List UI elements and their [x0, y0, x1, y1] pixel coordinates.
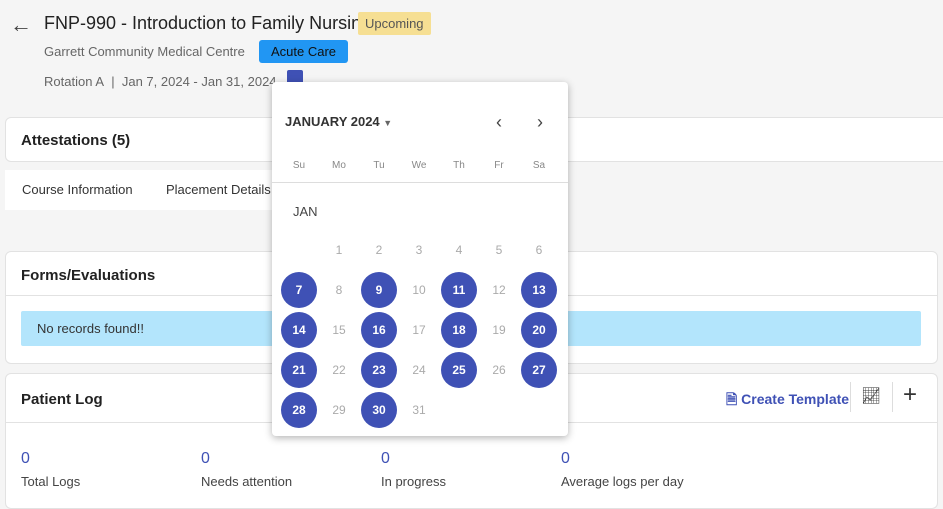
- day[interactable]: 26: [492, 363, 506, 377]
- add-icon[interactable]: +: [903, 381, 918, 408]
- day[interactable]: 10: [412, 283, 426, 297]
- status-badge: Upcoming: [358, 12, 431, 35]
- weekday-label: Tu: [373, 160, 385, 171]
- day-grid: 1 2 3 4 5 6 7 8 9 10 11 12 13 14 15 16 17 18 19 20 21 22 23 24 2…: [279, 230, 559, 430]
- tab-course-information[interactable]: Course Information: [22, 182, 133, 197]
- day[interactable]: 6: [535, 243, 543, 257]
- weekday-label: Fr: [494, 160, 504, 171]
- weekday-label: Th: [453, 160, 465, 171]
- rotation-dates: Jan 7, 2024 - Jan 31, 2024: [121, 74, 277, 89]
- day-selected[interactable]: 11: [439, 270, 479, 310]
- month-section-label: JAN: [293, 204, 318, 219]
- day-selected[interactable]: 25: [439, 350, 479, 390]
- back-arrow-icon[interactable]: ←: [10, 12, 32, 37]
- day[interactable]: 22: [332, 363, 346, 377]
- stat-label: Total Logs: [21, 474, 81, 489]
- tab-placement-details[interactable]: Placement Details: [166, 182, 271, 197]
- day-selected[interactable]: 27: [519, 350, 559, 390]
- day[interactable]: 1: [335, 243, 343, 257]
- create-template-label: Create Template: [741, 391, 850, 407]
- rotation-name: Rotation A: [44, 74, 104, 89]
- stat-total-logs: 0 Total Logs: [21, 450, 80, 489]
- attestations-title: Attestations (5): [21, 132, 131, 149]
- stat-needs-attention: 0 Needs attention: [201, 450, 292, 489]
- weekday-label: Su: [292, 160, 306, 171]
- page-title: FNP-990 - Introduction to Family Nursing: [44, 13, 372, 33]
- stat-value: 0: [561, 450, 570, 467]
- month-year-selector[interactable]: JANUARY 2024 ▼: [285, 114, 392, 129]
- day[interactable]: 12: [492, 283, 506, 297]
- patient-log-title: Patient Log: [21, 391, 103, 408]
- dropdown-caret-icon: ▼: [383, 118, 393, 128]
- day-selected[interactable]: 21: [279, 350, 319, 390]
- day-selected[interactable]: 30: [359, 390, 399, 430]
- stat-value: 0: [201, 450, 210, 467]
- day-selected[interactable]: 16: [359, 310, 399, 350]
- site-name: Garrett Community Medical Centre: [44, 44, 245, 59]
- day-selected[interactable]: 9: [359, 270, 399, 310]
- separator: |: [111, 74, 115, 89]
- day-selected[interactable]: 14: [279, 310, 319, 350]
- calendar-icon[interactable]: [287, 70, 303, 84]
- chart-icon[interactable]: 📈︎: [861, 388, 882, 405]
- empty-cell: [279, 230, 319, 270]
- day[interactable]: 2: [375, 243, 383, 257]
- unit-badge: Acute Care: [259, 40, 349, 63]
- day[interactable]: 8: [335, 283, 343, 297]
- day-selected[interactable]: 7: [279, 270, 319, 310]
- day[interactable]: 17: [412, 323, 426, 337]
- weekday-label: We: [411, 160, 427, 171]
- stat-in-progress: 0 In progress: [381, 450, 446, 489]
- day-selected[interactable]: 18: [439, 310, 479, 350]
- day-selected[interactable]: 20: [519, 310, 559, 350]
- day[interactable]: 15: [332, 323, 346, 337]
- forms-title: Forms/Evaluations: [21, 267, 156, 284]
- day-selected[interactable]: 13: [519, 270, 559, 310]
- stat-label: Needs attention: [201, 474, 293, 489]
- stat-value: 0: [21, 450, 30, 467]
- document-icon: 🗎: [726, 391, 738, 407]
- stat-label: In progress: [381, 474, 447, 489]
- tab-bar: Course Information Placement Details: [5, 170, 305, 210]
- create-template-button[interactable]: 🗎 Create Template: [726, 389, 849, 413]
- stat-average-logs: 0 Average logs per day: [561, 450, 684, 489]
- day[interactable]: 24: [412, 363, 426, 377]
- day[interactable]: 3: [415, 243, 423, 257]
- weekday-label: Sa: [532, 160, 546, 171]
- stat-label: Average logs per day: [561, 474, 684, 489]
- day[interactable]: 4: [455, 243, 463, 257]
- day[interactable]: 19: [492, 323, 506, 337]
- day[interactable]: 29: [332, 403, 346, 417]
- day-selected[interactable]: 23: [359, 350, 399, 390]
- weekday-label: Mo: [332, 160, 346, 171]
- rotation-info: Rotation A | Jan 7, 2024 - Jan 31, 2024: [44, 74, 277, 89]
- day[interactable]: 5: [495, 243, 503, 257]
- day-selected[interactable]: 28: [279, 390, 319, 430]
- month-label: JANUARY 2024: [285, 114, 380, 129]
- next-month-button[interactable]: ›: [537, 112, 543, 132]
- day[interactable]: 31: [412, 403, 426, 417]
- previous-month-button[interactable]: ‹: [496, 112, 502, 132]
- stat-value: 0: [381, 450, 390, 467]
